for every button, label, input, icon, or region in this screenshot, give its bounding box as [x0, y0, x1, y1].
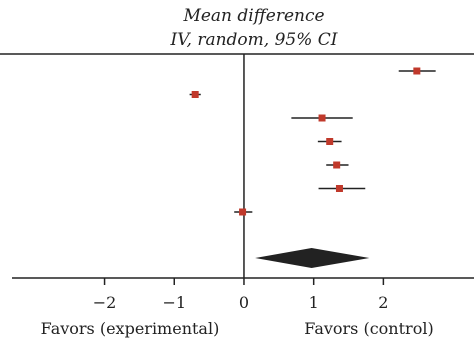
study-row: [317, 138, 342, 145]
study-row: [398, 67, 436, 75]
study-rows: [189, 67, 436, 216]
title-line-2: IV, random, 95% CI: [170, 30, 338, 50]
favors-control-label: Favors (control): [304, 319, 433, 338]
study-point-estimate: [335, 185, 343, 192]
title-line-1: Mean difference: [182, 6, 324, 26]
study-point-estimate: [333, 161, 341, 169]
study-point-estimate: [318, 114, 326, 122]
study-point-estimate: [191, 91, 199, 98]
study-row: [234, 208, 253, 216]
study-row: [189, 91, 201, 98]
x-axis-ticks: −2 −1 0 1 2: [93, 278, 388, 312]
study-point-estimate: [326, 138, 334, 145]
x-tick-label: 0: [239, 293, 249, 312]
pooled-effect-diamond: [255, 248, 370, 268]
x-tick-label: 1: [309, 293, 319, 312]
study-row: [326, 161, 349, 169]
study-row: [291, 114, 353, 122]
study-point-estimate: [239, 208, 247, 216]
favors-experimental-label: Favors (experimental): [41, 319, 220, 338]
study-point-estimate: [413, 67, 421, 75]
x-tick-label: 2: [378, 293, 388, 312]
study-row: [318, 185, 366, 192]
x-tick-label: −2: [93, 293, 117, 312]
x-tick-label: −1: [162, 293, 186, 312]
